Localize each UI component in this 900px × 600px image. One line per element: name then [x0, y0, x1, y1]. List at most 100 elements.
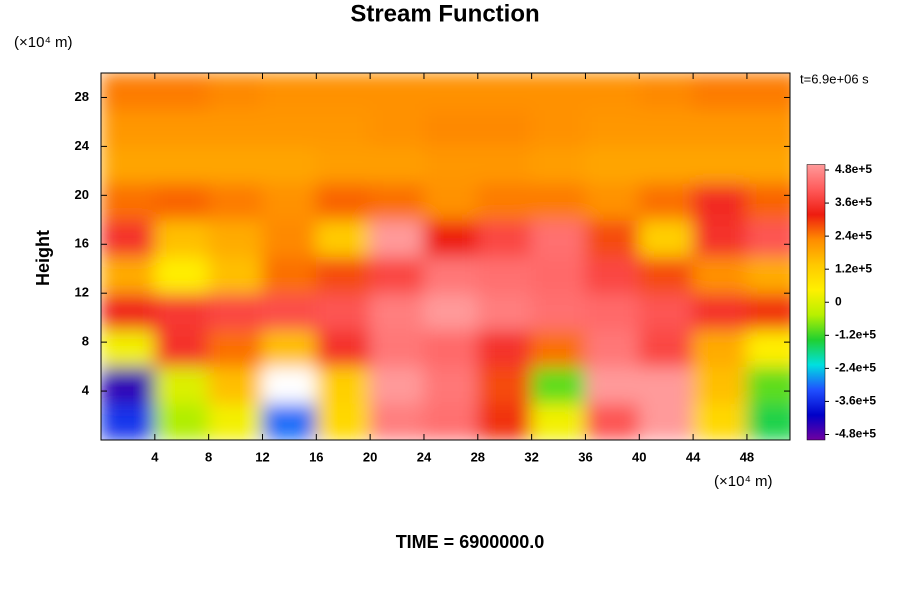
cell: [261, 109, 317, 147]
cell: [477, 366, 533, 404]
cell: [584, 292, 640, 331]
cell: [154, 182, 210, 221]
cell: [154, 366, 210, 404]
cell: [638, 256, 694, 294]
cell: [531, 256, 586, 294]
cell: [477, 182, 533, 221]
x-tick-label: 40: [632, 449, 646, 464]
cell: [477, 256, 533, 294]
colorbar-tick-label: 4.8e+5: [835, 162, 872, 176]
cell: [531, 402, 586, 440]
colorbar-tick-label: -4.8e+5: [835, 427, 876, 441]
cell: [638, 402, 694, 440]
cell: [638, 145, 694, 184]
cell: [584, 182, 640, 221]
cell: [369, 219, 425, 257]
cell: [531, 329, 586, 368]
cell: [208, 366, 263, 404]
cell: [584, 256, 640, 294]
cell: [369, 182, 425, 221]
cells: [101, 73, 790, 440]
cell: [101, 109, 156, 147]
cell: [261, 219, 317, 257]
cell: [477, 145, 533, 184]
x-tick-label: 44: [686, 449, 701, 464]
cell: [315, 73, 371, 111]
cell: [746, 402, 790, 440]
colorbar-tick-label: -3.6e+5: [835, 394, 876, 408]
cell: [692, 402, 748, 440]
cell: [423, 366, 479, 404]
cell: [746, 366, 790, 404]
y-tick-label: 16: [75, 236, 89, 251]
x-tick-label: 16: [309, 449, 323, 464]
field: [101, 73, 790, 440]
cell: [477, 402, 533, 440]
cell: [315, 366, 371, 404]
cell: [584, 329, 640, 368]
cell: [692, 256, 748, 294]
cell: [746, 109, 790, 147]
cell: [423, 73, 479, 111]
cell: [423, 145, 479, 184]
cell: [261, 402, 317, 440]
cell: [531, 219, 586, 257]
cell: [423, 292, 479, 331]
colorbar-tick-label: 3.6e+5: [835, 195, 872, 209]
cell: [261, 329, 317, 368]
colorbar-tick-label: -2.4e+5: [835, 361, 876, 375]
x-tick-label: 8: [205, 449, 212, 464]
cell: [315, 292, 371, 331]
cell: [584, 109, 640, 147]
cell: [208, 329, 263, 368]
cell: [423, 329, 479, 368]
y-tick-label: 8: [82, 334, 89, 349]
y-axis-label: Height: [33, 230, 53, 286]
cell: [692, 145, 748, 184]
time-label: t=6.9e+06 s: [800, 71, 869, 86]
x-tick-label: 48: [740, 449, 754, 464]
cell: [477, 109, 533, 147]
cell: [369, 329, 425, 368]
cell: [638, 219, 694, 257]
cell: [746, 292, 790, 331]
cell: [101, 292, 156, 331]
cell: [154, 402, 210, 440]
cell: [531, 182, 586, 221]
cell: [208, 256, 263, 294]
cell: [208, 145, 263, 184]
x-tick-label: 20: [363, 449, 377, 464]
cell: [101, 219, 156, 257]
x-tick-label: 28: [471, 449, 485, 464]
cell: [315, 256, 371, 294]
cell: [531, 109, 586, 147]
cell: [584, 219, 640, 257]
colorbar: [806, 164, 826, 441]
chart-title: Stream Function: [350, 0, 539, 27]
cell: [746, 73, 790, 111]
cell: [746, 145, 790, 184]
x-unit: (×10⁴ m): [714, 473, 773, 490]
cell: [692, 73, 748, 111]
y-tick-label: 4: [82, 383, 90, 398]
cell: [692, 109, 748, 147]
cell: [531, 73, 586, 111]
cell: [746, 256, 790, 294]
cell: [369, 109, 425, 147]
y-tick-label: 20: [75, 187, 89, 202]
cell: [477, 329, 533, 368]
cell: [208, 109, 263, 147]
cell: [423, 182, 479, 221]
cell: [101, 329, 156, 368]
cell: [531, 366, 586, 404]
x-tick-label: 32: [524, 449, 538, 464]
cell: [154, 329, 210, 368]
cell: [101, 402, 156, 440]
cell: [477, 73, 533, 111]
cell: [261, 145, 317, 184]
cell: [208, 73, 263, 111]
cell: [261, 366, 317, 404]
cell: [369, 366, 425, 404]
cell: [101, 256, 156, 294]
